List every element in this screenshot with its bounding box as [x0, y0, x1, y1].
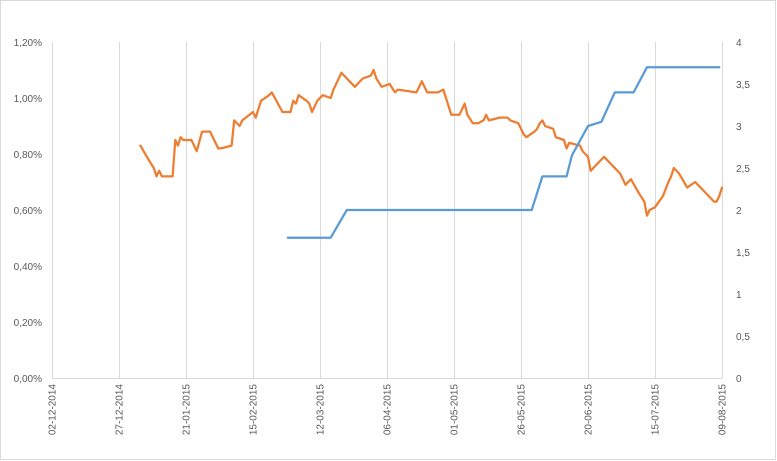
y-right-tick-label: 1,5 — [736, 248, 750, 259]
x-tick-label: 12-03-2015 — [316, 384, 327, 436]
y-left-tick-label: 0,40% — [14, 262, 42, 273]
series-layer — [139, 66, 724, 239]
y-left-tick-label: 1,00% — [14, 94, 42, 105]
series-line-right-axis — [286, 66, 721, 239]
y-right-tick-label: 3,5 — [736, 80, 750, 91]
y-left-tick-label: 1,20% — [14, 38, 42, 49]
x-tick-label: 09-08-2015 — [718, 384, 729, 436]
y-right-tick-label: 3 — [736, 122, 742, 133]
y-axis-left: 0,00% 0,20% 0,40% 0,60% 0,80% 1,00% 1,20% — [14, 38, 42, 385]
x-tick-label: 26-05-2015 — [517, 384, 528, 436]
y-right-tick-label: 4 — [736, 38, 742, 49]
x-tick-label: 01-05-2015 — [450, 384, 461, 436]
x-axis: 02-12-2014 27-12-2014 21-01-2015 15-02-2015… — [48, 378, 729, 436]
x-tick-label: 20-06-2015 — [584, 384, 595, 436]
y-right-tick-label: 2 — [736, 206, 742, 217]
series-line-left-axis — [139, 68, 724, 217]
y-right-tick-label: 0,5 — [736, 332, 750, 343]
y-left-tick-label: 0,00% — [14, 374, 42, 385]
y-left-tick-label: 0,80% — [14, 150, 42, 161]
y-left-tick-label: 0,60% — [14, 206, 42, 217]
x-tick-label: 15-07-2015 — [651, 384, 662, 436]
y-right-tick-label: 0 — [736, 374, 742, 385]
y-right-tick-label: 1 — [736, 290, 742, 301]
x-tick-label: 15-02-2015 — [249, 384, 260, 436]
x-tick-label: 02-12-2014 — [48, 384, 59, 436]
y-axis-right: 0 0,5 1 1,5 2 2,5 3 3,5 4 — [736, 38, 750, 385]
x-tick-label: 06-04-2015 — [383, 384, 394, 436]
y-left-tick-label: 0,20% — [14, 318, 42, 329]
x-tick-label: 27-12-2014 — [115, 384, 126, 436]
x-tick-label: 21-01-2015 — [182, 384, 193, 436]
y-right-tick-label: 2,5 — [736, 164, 750, 175]
